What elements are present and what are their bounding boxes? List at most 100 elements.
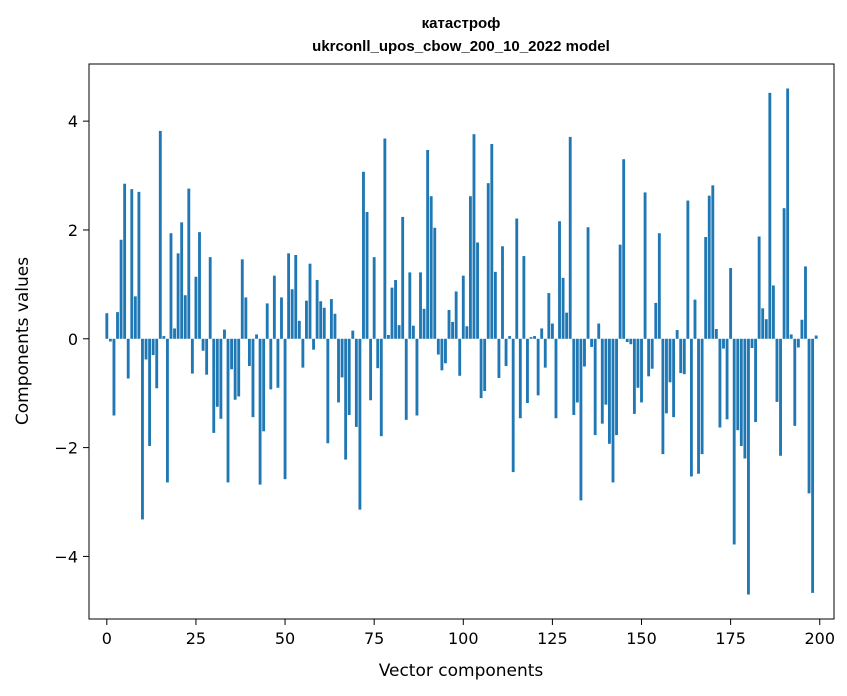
bar-100 <box>461 275 465 339</box>
bar-128 <box>561 277 565 339</box>
bar-171 <box>714 328 718 339</box>
bar-190 <box>782 208 786 339</box>
bar-65 <box>337 338 340 403</box>
bar-165 <box>693 299 697 339</box>
bar-184 <box>761 308 765 339</box>
bar-143 <box>615 338 618 436</box>
x-tick-label: 0 <box>102 629 112 648</box>
bar-82 <box>397 325 401 339</box>
bar-77 <box>379 338 383 437</box>
bar-93 <box>436 338 440 355</box>
y-tick-label: 2 <box>68 221 78 240</box>
bar-141 <box>608 338 611 444</box>
bar-155 <box>657 233 661 339</box>
bar-34 <box>226 338 230 483</box>
bar-42 <box>255 334 258 339</box>
bar-44 <box>262 338 266 432</box>
bar-25 <box>194 276 198 339</box>
y-tick-label: 0 <box>68 330 78 349</box>
bar-193 <box>793 338 797 426</box>
x-tick-label: 125 <box>537 629 568 648</box>
bar-120 <box>533 336 536 339</box>
bar-11 <box>144 338 148 360</box>
x-tick-label: 50 <box>275 629 295 648</box>
bar-145 <box>622 159 626 339</box>
y-tick-label: −2 <box>54 439 78 458</box>
bar-66 <box>340 338 344 378</box>
bar-124 <box>547 293 551 339</box>
bar-55 <box>301 338 305 368</box>
bar-166 <box>697 338 700 474</box>
x-tick-label: 150 <box>626 629 657 648</box>
bar-118 <box>526 338 529 403</box>
bar-169 <box>707 195 711 339</box>
bar-105 <box>479 338 483 399</box>
bar-4 <box>119 239 123 339</box>
bar-48 <box>276 338 280 388</box>
bar-7 <box>130 189 134 339</box>
bar-170 <box>711 185 715 339</box>
bar-86 <box>411 325 415 339</box>
bar-114 <box>511 338 515 473</box>
bar-80 <box>390 287 394 339</box>
bar-59 <box>315 280 319 339</box>
bar-175 <box>729 268 733 339</box>
bar-68 <box>347 338 351 415</box>
bar-83 <box>401 216 405 339</box>
bar-43 <box>258 338 262 485</box>
bar-157 <box>665 338 668 414</box>
bar-154 <box>654 302 658 339</box>
bar-123 <box>543 338 547 368</box>
bar-22 <box>183 295 187 339</box>
bar-183 <box>757 236 761 339</box>
bar-135 <box>586 227 590 339</box>
bar-185 <box>764 319 768 339</box>
bar-15 <box>158 130 162 339</box>
bar-13 <box>151 338 155 356</box>
bar-139 <box>600 338 604 424</box>
bar-16 <box>162 336 166 339</box>
bar-87 <box>415 338 419 416</box>
bar-161 <box>679 338 683 374</box>
bar-21 <box>180 222 184 339</box>
x-tick-label: 200 <box>804 629 835 648</box>
bar-33 <box>223 329 226 339</box>
bar-116 <box>518 338 522 419</box>
bar-103 <box>472 134 476 339</box>
bar-5 <box>123 183 127 339</box>
bar-142 <box>611 338 615 483</box>
y-axis-label: Components values <box>13 257 33 425</box>
bar-134 <box>583 338 586 367</box>
bar-197 <box>807 338 811 494</box>
bar-6 <box>126 338 130 379</box>
bar-179 <box>743 338 747 459</box>
bar-64 <box>333 313 337 339</box>
bar-73 <box>365 212 369 339</box>
y-tick-label: −4 <box>54 547 78 566</box>
bar-14 <box>155 338 159 389</box>
bar-156 <box>661 338 665 455</box>
bar-119 <box>529 337 533 339</box>
bar-51 <box>287 253 291 339</box>
bar-9 <box>137 191 141 339</box>
bar-85 <box>408 272 412 339</box>
bar-62 <box>326 338 330 444</box>
bar-12 <box>148 338 152 446</box>
bar-10 <box>141 338 144 520</box>
bar-111 <box>501 246 504 339</box>
bar-191 <box>786 88 790 339</box>
bar-70 <box>354 338 358 427</box>
bar-90 <box>426 149 430 339</box>
bar-164 <box>689 338 693 477</box>
bar-31 <box>215 338 219 407</box>
bar-144 <box>618 244 622 339</box>
x-axis-label: Vector components <box>379 661 544 681</box>
bar-102 <box>468 196 472 339</box>
bar-126 <box>554 338 558 419</box>
bar-24 <box>190 338 194 374</box>
bar-117 <box>522 256 526 339</box>
bar-88 <box>419 272 422 339</box>
bar-89 <box>422 308 426 339</box>
bar-50 <box>283 338 287 480</box>
bar-23 <box>187 188 191 339</box>
